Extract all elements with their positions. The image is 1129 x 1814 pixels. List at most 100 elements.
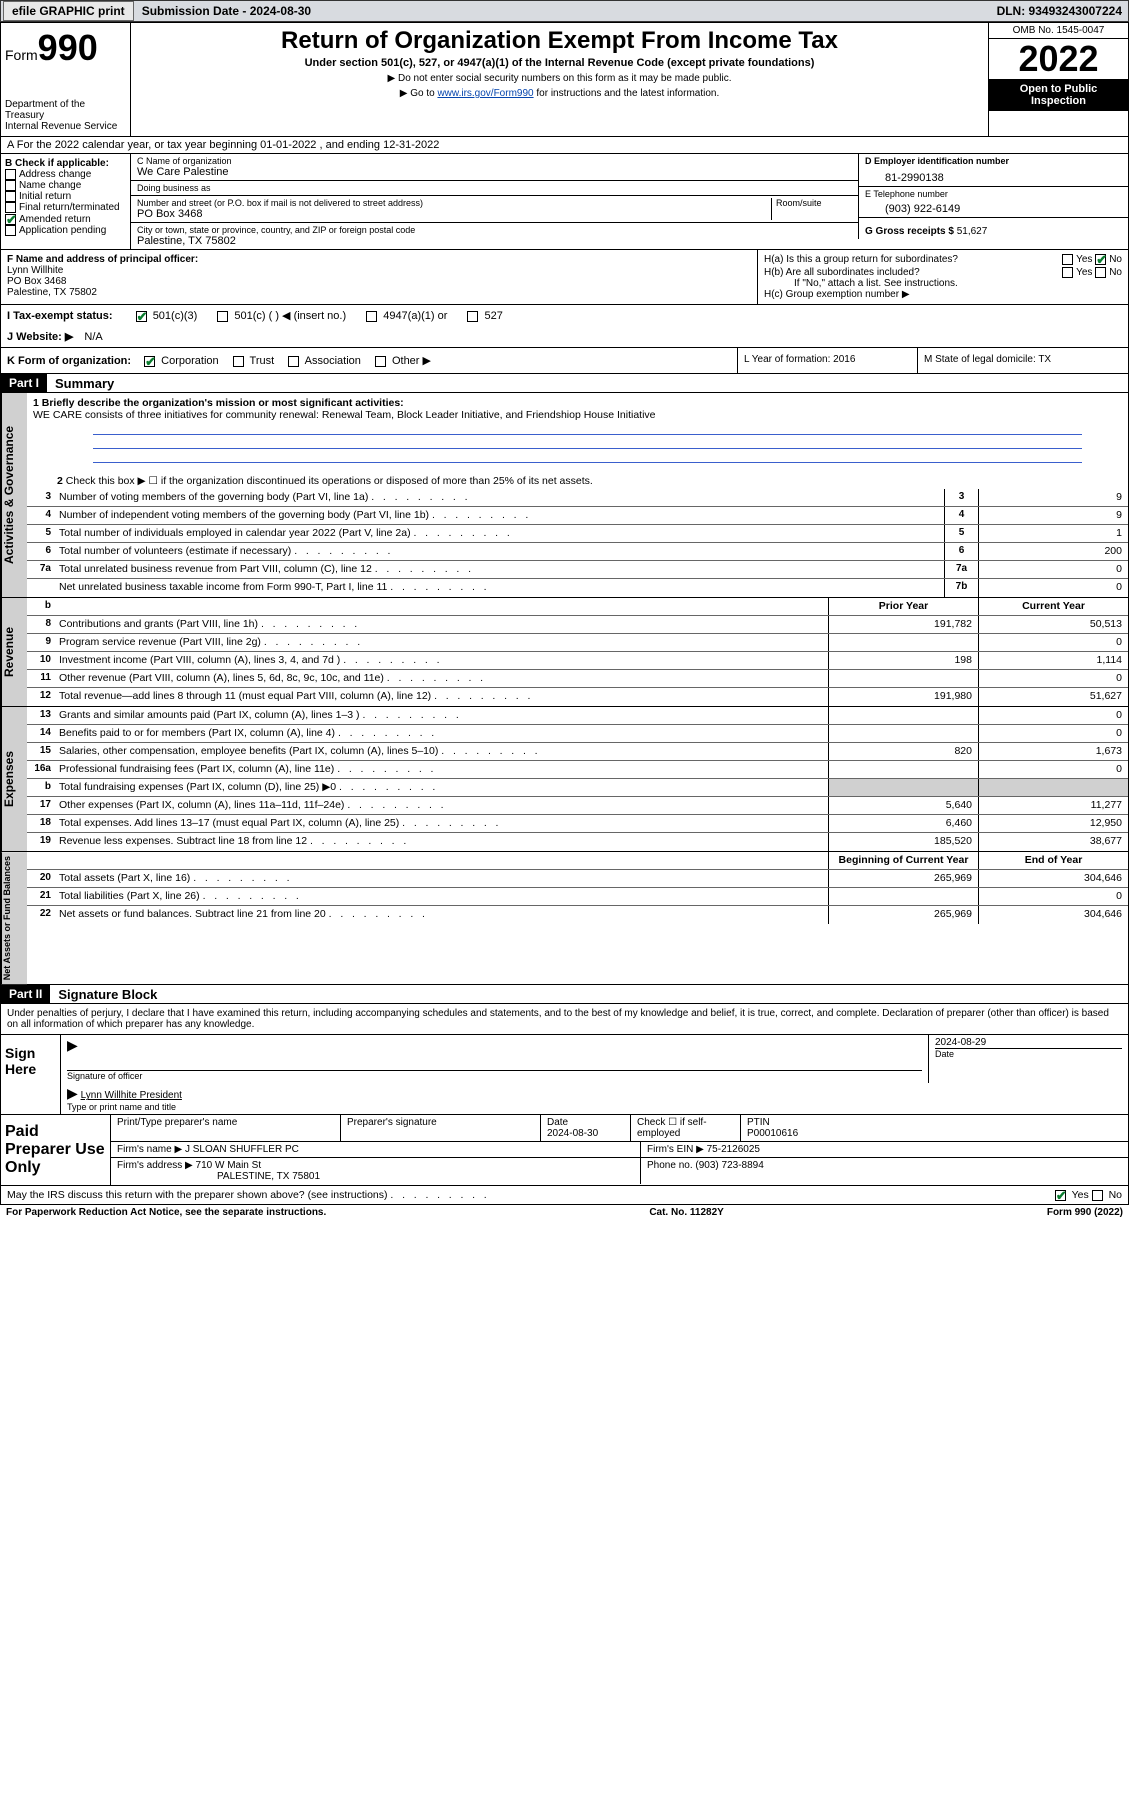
line-num: 3	[27, 489, 55, 506]
ha-label: H(a) Is this a group return for subordin…	[764, 254, 958, 265]
prior-amount: 185,520	[828, 833, 978, 851]
i-checkbox[interactable]	[136, 311, 147, 322]
ha-yes-checkbox[interactable]	[1062, 254, 1073, 265]
current-amount: 51,627	[978, 688, 1128, 706]
prior-year-hdr: Prior Year	[828, 598, 978, 615]
part2-title: Signature Block	[50, 987, 157, 1002]
paid-preparer-block: Paid Preparer Use Only Print/Type prepar…	[1, 1114, 1128, 1185]
row-fh: F Name and address of principal officer:…	[0, 250, 1129, 305]
room-label: Room/suite	[776, 198, 852, 208]
k-checkbox[interactable]	[375, 356, 386, 367]
vtab-netassets: Net Assets or Fund Balances	[1, 852, 27, 984]
line-num: 4	[27, 507, 55, 524]
k-checkbox[interactable]	[144, 356, 155, 367]
may-no-checkbox[interactable]	[1092, 1190, 1103, 1201]
table-line: b Total fundraising expenses (Part IX, c…	[27, 779, 1128, 797]
current-amount: 1,673	[978, 743, 1128, 760]
self-employed-hdr: Check ☐ if self-employed	[631, 1115, 741, 1141]
table-line: 9 Program service revenue (Part VIII, li…	[27, 634, 1128, 652]
b-checkbox[interactable]	[5, 214, 16, 225]
firm-phone: (903) 723-8894	[695, 1160, 763, 1171]
line-num: 16a	[27, 761, 55, 778]
form990-link[interactable]: www.irs.gov/Form990	[437, 88, 533, 99]
k-checkbox[interactable]	[288, 356, 299, 367]
prior-amount	[828, 707, 978, 724]
sig-officer-label: Signature of officer	[67, 1070, 922, 1081]
prior-amount: 5,640	[828, 797, 978, 814]
table-line: 10 Investment income (Part VIII, column …	[27, 652, 1128, 670]
b-checkbox[interactable]	[5, 225, 16, 236]
ha-no-checkbox[interactable]	[1095, 254, 1106, 265]
activities-line: 7a Total unrelated business revenue from…	[27, 561, 1128, 579]
line-value: 1	[978, 525, 1128, 542]
addr-label: Number and street (or P.O. box if mail i…	[137, 198, 771, 208]
subdate-value: 2024-08-30	[250, 4, 311, 18]
vtab-activities: Activities & Governance	[1, 393, 27, 597]
current-amount: 304,646	[978, 870, 1128, 887]
may-discuss-text: May the IRS discuss this return with the…	[7, 1189, 1055, 1201]
line-desc: Total unrelated business revenue from Pa…	[55, 561, 944, 578]
activities-line: 4 Number of independent voting members o…	[27, 507, 1128, 525]
current-year-hdr: Current Year	[978, 598, 1128, 615]
dept-label: Department of the Treasury	[5, 99, 126, 121]
sig-date-value: 2024-08-29	[935, 1037, 1122, 1048]
table-line: 22 Net assets or fund balances. Subtract…	[27, 906, 1128, 924]
i-checkbox[interactable]	[217, 311, 228, 322]
b-checkbox[interactable]	[5, 191, 16, 202]
k-opt-label: Corporation	[161, 355, 218, 367]
firm-name-label: Firm's name ▶	[117, 1144, 182, 1155]
table-line: 8 Contributions and grants (Part VIII, l…	[27, 616, 1128, 634]
header-left: Form990 Department of the Treasury Inter…	[1, 23, 131, 136]
part1-badge: Part I	[1, 374, 47, 392]
subdate-prefix: Submission Date -	[142, 4, 250, 18]
firm-addr2: PALESTINE, TX 75801	[117, 1171, 634, 1182]
k-opt-label: Association	[305, 355, 361, 367]
row-a-period: A For the 2022 calendar year, or tax yea…	[0, 137, 1129, 154]
activities-block: Activities & Governance 1 Briefly descri…	[0, 393, 1129, 598]
end-year-hdr: End of Year	[978, 852, 1128, 869]
i-checkbox[interactable]	[366, 311, 377, 322]
form-subtitle: Under section 501(c), 527, or 4947(a)(1)…	[151, 57, 968, 69]
prior-amount	[828, 670, 978, 687]
efile-button[interactable]: efile GRAPHIC print	[3, 1, 134, 21]
perjury-declaration: Under penalties of perjury, I declare th…	[1, 1004, 1128, 1034]
line-desc: Total number of individuals employed in …	[55, 525, 944, 542]
i-checkbox[interactable]	[467, 311, 478, 322]
may-yes-checkbox[interactable]	[1055, 1190, 1066, 1201]
line-value: 9	[978, 489, 1128, 506]
firm-ein-label: Firm's EIN ▶	[647, 1144, 704, 1155]
b-checkbox-item: Amended return	[5, 214, 126, 225]
gross-receipts-label: G Gross receipts $	[865, 226, 954, 237]
city-value: Palestine, TX 75802	[137, 235, 852, 247]
prior-amount: 191,980	[828, 688, 978, 706]
part1-header: Part I Summary	[0, 374, 1129, 393]
b-item-label: Name change	[19, 180, 81, 191]
dba-label: Doing business as	[137, 183, 852, 193]
k-checkbox[interactable]	[233, 356, 244, 367]
b-checkbox-item: Address change	[5, 169, 126, 180]
col-h-group: H(a) Is this a group return for subordin…	[758, 250, 1128, 304]
line-desc: Number of independent voting members of …	[55, 507, 944, 524]
prior-amount: 265,969	[828, 906, 978, 924]
line-box: 7a	[944, 561, 978, 578]
form-label: Form	[5, 47, 38, 63]
b-checkbox[interactable]	[5, 169, 16, 180]
b-title: B Check if applicable:	[5, 158, 126, 169]
hb-no-checkbox[interactable]	[1095, 267, 1106, 278]
mission-text: WE CARE consists of three initiatives fo…	[33, 409, 1122, 421]
row-klm: K Form of organization: Corporation Trus…	[0, 348, 1129, 374]
line-num: 17	[27, 797, 55, 814]
b-checkbox[interactable]	[5, 180, 16, 191]
i-opt-label: 501(c)(3)	[153, 310, 198, 322]
line-num: 20	[27, 870, 55, 887]
signature-block: Under penalties of perjury, I declare th…	[0, 1004, 1129, 1186]
i-opt-label: 501(c) ( ) ◀ (insert no.)	[234, 310, 346, 322]
mission-line1	[93, 421, 1082, 435]
hb-yes-checkbox[interactable]	[1062, 267, 1073, 278]
line-num: 6	[27, 543, 55, 560]
tax-year: 2022	[989, 39, 1128, 79]
line-desc: Total fundraising expenses (Part IX, col…	[55, 779, 828, 796]
line-value: 200	[978, 543, 1128, 560]
col-b-checkboxes: B Check if applicable: Address changeNam…	[1, 154, 131, 249]
state-domicile: TX	[1038, 354, 1051, 365]
